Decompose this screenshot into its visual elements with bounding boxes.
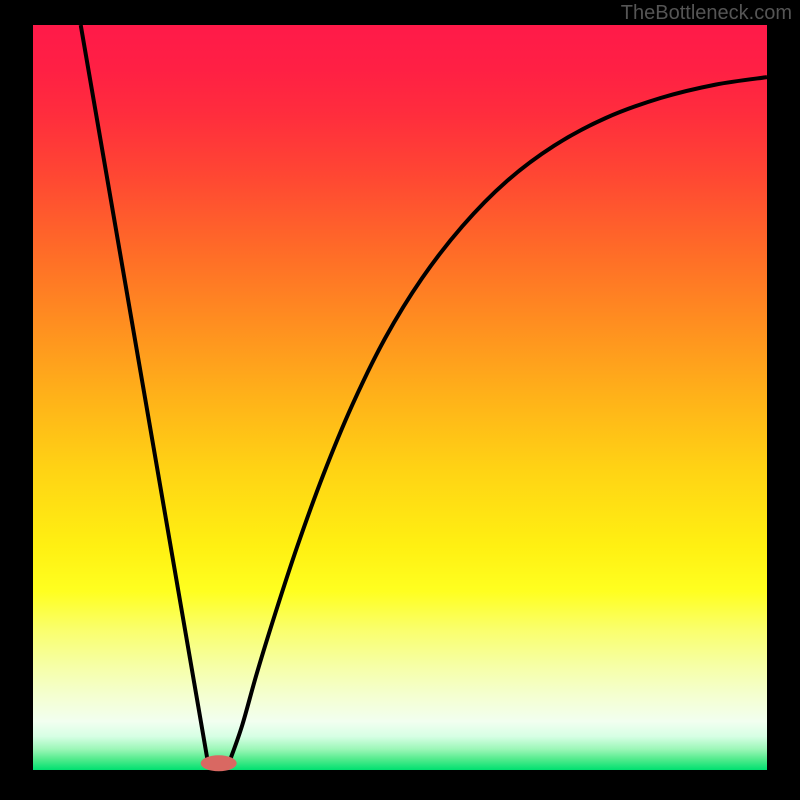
bottleneck-chart: [0, 0, 800, 800]
optimal-point-marker: [201, 755, 237, 771]
chart-root: TheBottleneck.com: [0, 0, 800, 800]
